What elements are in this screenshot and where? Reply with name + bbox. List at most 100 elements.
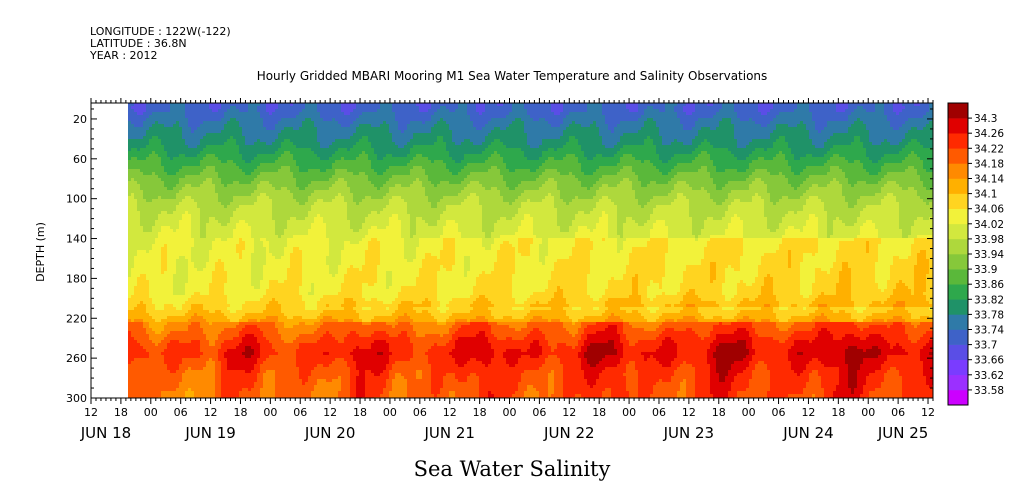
- heatmap-cell: [254, 358, 258, 362]
- heatmap-cell: [227, 259, 231, 263]
- heatmap-cell: [200, 325, 204, 329]
- heatmap-cell: [179, 223, 183, 227]
- heatmap-cell: [140, 370, 144, 374]
- plot-area: [90, 102, 934, 399]
- heatmap-cell: [233, 163, 237, 167]
- heatmap-cell: [272, 367, 276, 371]
- heatmap-cell: [179, 160, 183, 164]
- heatmap-cell: [206, 274, 210, 278]
- heatmap-cell: [230, 349, 234, 353]
- heatmap-cell: [272, 274, 276, 278]
- heatmap-cell: [182, 217, 186, 221]
- heatmap-cell: [194, 337, 198, 341]
- heatmap-cell: [257, 271, 261, 275]
- heatmap-cell: [272, 166, 276, 170]
- heatmap-cell: [140, 304, 144, 308]
- heatmap-cell: [245, 331, 249, 335]
- heatmap-cell: [221, 253, 225, 257]
- heatmap-cell: [152, 271, 156, 275]
- heatmap-cell: [200, 154, 204, 158]
- heatmap-cell: [239, 169, 243, 173]
- heatmap-cell: [275, 124, 279, 128]
- heatmap-cell: [257, 178, 261, 182]
- heatmap-cell: [164, 133, 168, 137]
- heatmap-cell: [212, 136, 216, 140]
- heatmap-cell: [224, 316, 228, 320]
- heatmap-cell: [200, 127, 204, 131]
- heatmap-cell: [128, 115, 132, 119]
- heatmap-cell: [245, 385, 249, 389]
- heatmap-cell: [272, 151, 276, 155]
- heatmap-cell: [257, 214, 261, 218]
- heatmap-cell: [236, 310, 240, 314]
- heatmap-cell: [158, 130, 162, 134]
- heatmap-cell: [236, 115, 240, 119]
- heatmap-cell: [221, 169, 225, 173]
- heatmap-cell: [248, 184, 252, 188]
- heatmap-cell: [203, 349, 207, 353]
- heatmap-cell: [239, 340, 243, 344]
- heatmap-cell: [158, 307, 162, 311]
- heatmap-cell: [131, 214, 135, 218]
- heatmap-cell: [185, 124, 189, 128]
- heatmap-cell: [182, 169, 186, 173]
- heatmap-cell: [161, 190, 165, 194]
- heatmap-cell: [140, 382, 144, 386]
- heatmap-cell: [161, 316, 165, 320]
- heatmap-cell: [155, 166, 159, 170]
- heatmap-cell: [242, 319, 246, 323]
- heatmap-cell: [182, 151, 186, 155]
- heatmap-cell: [233, 199, 237, 203]
- heatmap-cell: [251, 322, 255, 326]
- heatmap-cell: [137, 388, 141, 392]
- heatmap-cell: [248, 250, 252, 254]
- heatmap-cell: [149, 154, 153, 158]
- heatmap-cell: [230, 163, 234, 167]
- heatmap-cell: [137, 154, 141, 158]
- heatmap-cell: [146, 259, 150, 263]
- heatmap-cell: [266, 244, 270, 248]
- heatmap-cell: [257, 148, 261, 152]
- heatmap-cell: [200, 379, 204, 383]
- heatmap-cell: [134, 313, 138, 317]
- heatmap-cell: [206, 271, 210, 275]
- heatmap-cell: [164, 112, 168, 116]
- heatmap-cell: [203, 160, 207, 164]
- heatmap-cell: [230, 316, 234, 320]
- heatmap-cell: [221, 250, 225, 254]
- heatmap-cell: [170, 121, 174, 125]
- heatmap-cell: [170, 160, 174, 164]
- heatmap-cell: [173, 184, 177, 188]
- heatmap-cell: [257, 154, 261, 158]
- heatmap-cell: [164, 214, 168, 218]
- heatmap-cell: [185, 304, 189, 308]
- heatmap-cell: [275, 361, 279, 365]
- heatmap-cell: [227, 304, 231, 308]
- heatmap-cell: [164, 142, 168, 146]
- heatmap-cell: [203, 286, 207, 290]
- heatmap-cell: [134, 193, 138, 197]
- heatmap-cell: [224, 331, 228, 335]
- heatmap-cell: [173, 181, 177, 185]
- heatmap-cell: [266, 250, 270, 254]
- heatmap-cell: [221, 172, 225, 176]
- heatmap-cell: [197, 322, 201, 326]
- heatmap-cell: [254, 151, 258, 155]
- heatmap-cell: [164, 178, 168, 182]
- heatmap-cell: [257, 151, 261, 155]
- heatmap-cell: [179, 265, 183, 269]
- heatmap-cell: [185, 253, 189, 257]
- heatmap-cell: [149, 115, 153, 119]
- heatmap-cell: [146, 388, 150, 392]
- heatmap-cell: [263, 337, 267, 341]
- heatmap-cell: [134, 355, 138, 359]
- heatmap-cell: [239, 382, 243, 386]
- heatmap-cell: [152, 133, 156, 137]
- heatmap-cell: [257, 112, 261, 116]
- heatmap-cell: [152, 367, 156, 371]
- heatmap-cell: [209, 175, 213, 179]
- heatmap-cell: [251, 190, 255, 194]
- heatmap-cell: [182, 226, 186, 230]
- heatmap-cell: [248, 220, 252, 224]
- heatmap-cell: [140, 295, 144, 299]
